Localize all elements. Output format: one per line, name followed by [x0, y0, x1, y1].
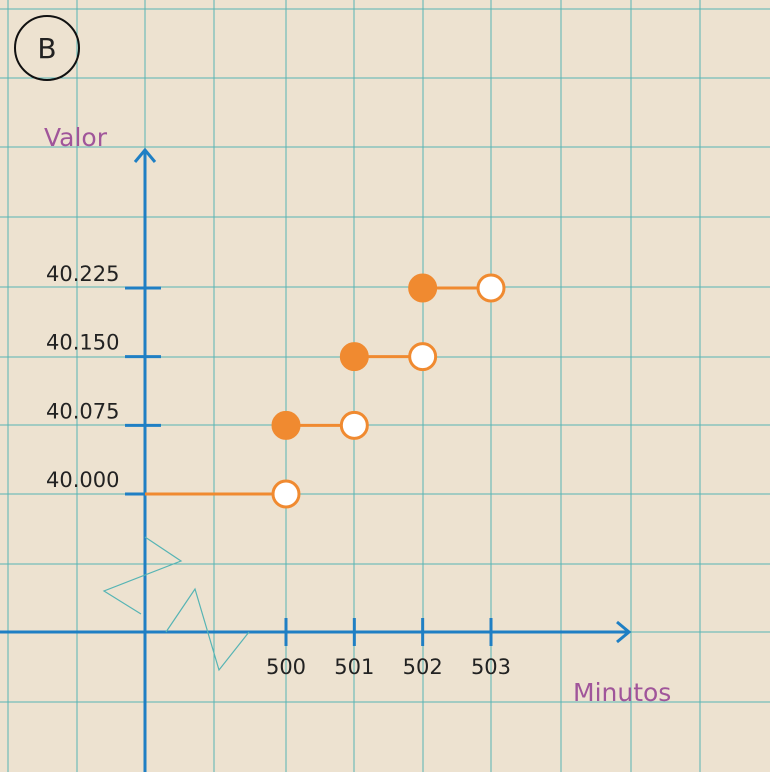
tick-labels: 500 501 502 503 40.000 40.075 40.150 40.225 [46, 262, 511, 679]
y-axis-break-zigzag [102, 536, 183, 615]
closed-endpoint [271, 410, 301, 440]
y-tick-label: 40.075 [46, 399, 119, 423]
axes [0, 147, 632, 772]
y-tick-label: 40.225 [46, 262, 119, 286]
open-endpoint [271, 479, 301, 509]
x-axis-title: Minutos [573, 678, 671, 707]
badge-label: B [37, 32, 56, 65]
y-tick-label: 40.150 [46, 331, 119, 355]
open-endpoint [408, 342, 438, 372]
closed-endpoint [339, 342, 369, 372]
x-axis-arrow [616, 620, 632, 644]
y-tick-label: 40.000 [46, 468, 119, 492]
x-tick-label: 502 [403, 655, 443, 679]
x-axis-break-zigzag [165, 587, 250, 672]
closed-endpoint [408, 273, 438, 303]
badge-circle [14, 15, 80, 81]
x-tick-label: 503 [471, 655, 511, 679]
y-axis-arrow [133, 147, 157, 163]
x-tick-label: 501 [334, 655, 374, 679]
step-series [145, 273, 506, 509]
x-tick-label: 500 [266, 655, 306, 679]
open-endpoint [339, 410, 369, 440]
open-endpoint [476, 273, 506, 303]
y-axis-title: Valor [44, 123, 108, 152]
axis-break-marks [102, 536, 250, 672]
